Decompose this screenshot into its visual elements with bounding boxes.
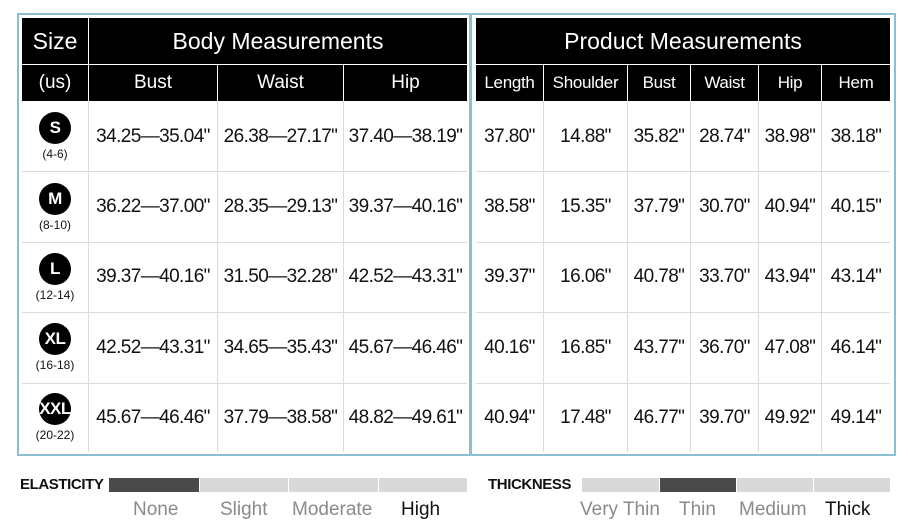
body-measurement-cell: 31.50—32.28" bbox=[218, 242, 344, 314]
size-badge: XXL bbox=[39, 393, 71, 426]
product-measurement-cell: 46.14" bbox=[822, 313, 890, 384]
body-measurement-cell: 34.25—35.04" bbox=[89, 102, 218, 173]
body-measurement-cell: 42.52—43.31" bbox=[89, 313, 218, 384]
product-measurement-cell: 16.06" bbox=[544, 242, 628, 314]
product-measurement-cell: 40.94" bbox=[476, 383, 544, 452]
thickness-segment bbox=[813, 478, 890, 492]
size-range: (12-14) bbox=[35, 287, 75, 302]
product-measurement-cell: 49.92" bbox=[759, 383, 822, 452]
body-measurement-cell: 36.22—37.00" bbox=[89, 172, 218, 243]
size-range: (4-6) bbox=[42, 147, 68, 162]
product-measurement-cell: 28.74" bbox=[691, 102, 759, 173]
product-measurement-cell: 46.77" bbox=[628, 383, 691, 452]
product-measurements-table: Product Measurements Length Shoulder Bus… bbox=[470, 13, 896, 456]
size-range: (16-18) bbox=[35, 358, 75, 373]
product-measurement-cell: 43.77" bbox=[628, 313, 691, 384]
thickness-level-label: Thick bbox=[825, 499, 871, 520]
thickness-level-label: Thin bbox=[679, 499, 716, 520]
product-measurement-cell: 47.08" bbox=[759, 313, 822, 384]
product-measurement-cell: 38.58" bbox=[476, 172, 544, 243]
product-measurement-cell: 37.79" bbox=[628, 172, 691, 243]
size-header: Size bbox=[22, 18, 88, 64]
body-measurement-cell: 39.37—40.16" bbox=[344, 172, 467, 243]
size-badge: XL bbox=[39, 323, 71, 356]
product-col-length: Length bbox=[476, 65, 543, 101]
size-cell: S (4-6) bbox=[22, 102, 89, 173]
thickness-level-label: Very Thin bbox=[580, 499, 660, 520]
product-measurement-cell: 40.16" bbox=[476, 313, 544, 384]
elasticity-level-label: Moderate bbox=[292, 499, 373, 520]
product-measurement-cell: 43.94" bbox=[759, 242, 822, 314]
product-measurement-cell: 37.80" bbox=[476, 102, 544, 173]
size-range: (8-10) bbox=[38, 217, 71, 232]
body-measurement-cell: 45.67—46.46" bbox=[344, 313, 467, 384]
size-cell: M (8-10) bbox=[22, 172, 89, 243]
product-measurement-cell: 38.98" bbox=[759, 102, 822, 173]
thickness-segment bbox=[736, 478, 813, 492]
product-measurement-cell: 33.70" bbox=[691, 242, 759, 314]
size-range: (20-22) bbox=[35, 428, 75, 443]
product-measurement-cell: 15.35" bbox=[544, 172, 628, 243]
product-measurement-cell: 40.94" bbox=[759, 172, 822, 243]
product-measurement-cell: 35.82" bbox=[628, 102, 691, 173]
elasticity-segment bbox=[288, 478, 378, 492]
elasticity-title: ELASTICITY bbox=[20, 476, 104, 493]
elasticity-segment bbox=[198, 478, 288, 492]
thickness-title: THICKNESS bbox=[488, 476, 572, 493]
body-measurements-table: Size Body Measurements (us) Bust Waist H… bbox=[17, 13, 471, 456]
thickness-level-label: Medium bbox=[739, 499, 807, 520]
product-col-shoulder: Shoulder bbox=[544, 65, 627, 101]
size-badge: M bbox=[39, 182, 71, 215]
body-measurements-title: Body Measurements bbox=[89, 18, 467, 64]
elasticity-segment bbox=[377, 478, 467, 492]
product-measurement-cell: 49.14" bbox=[830, 406, 882, 428]
body-col-waist: Waist bbox=[218, 65, 343, 101]
size-cell: L (12-14) bbox=[22, 242, 89, 314]
product-col-bust: Bust bbox=[628, 65, 690, 101]
product-measurement-cell: 36.70" bbox=[691, 313, 759, 384]
body-measurement-cell: 42.52—43.31" bbox=[344, 243, 467, 314]
elasticity-level-label: High bbox=[401, 499, 441, 520]
body-measurement-cell: 28.35—29.13" bbox=[218, 172, 344, 243]
product-measurement-cell: 16.85" bbox=[544, 313, 628, 384]
product-measurements-title: Product Measurements bbox=[476, 18, 890, 64]
body-col-bust: Bust bbox=[89, 65, 217, 101]
size-badge: L bbox=[39, 252, 71, 285]
product-measurement-cell: 30.70" bbox=[691, 172, 759, 243]
body-measurement-cell: 34.65—35.43" bbox=[218, 313, 344, 384]
body-measurement-cell: 48.82—49.61" bbox=[348, 406, 463, 428]
product-col-waist: Waist bbox=[691, 65, 758, 101]
thickness-segment bbox=[582, 478, 659, 492]
product-col-hip: Hip bbox=[759, 65, 821, 101]
body-measurement-cell: 26.38—27.17" bbox=[218, 102, 344, 173]
size-badge: S bbox=[39, 112, 71, 145]
size-cell: XL (16-18) bbox=[22, 313, 89, 384]
body-measurement-cell: 37.79—38.58" bbox=[218, 383, 344, 452]
product-measurement-cell: 40.15" bbox=[822, 172, 890, 243]
product-col-hem: Hem bbox=[822, 65, 890, 101]
body-measurement-cell: 39.37—40.16" bbox=[89, 242, 218, 314]
product-measurement-cell: 43.14" bbox=[822, 243, 890, 314]
product-measurement-cell: 40.78" bbox=[628, 242, 691, 314]
elasticity-segment bbox=[109, 478, 199, 492]
size-cell: XXL (20-22) bbox=[22, 383, 89, 452]
product-measurement-cell: 39.37" bbox=[476, 242, 544, 314]
body-measurement-cell: 45.67—46.46" bbox=[89, 383, 218, 452]
product-measurement-cell: 17.48" bbox=[544, 383, 628, 452]
body-col-hip: Hip bbox=[344, 65, 467, 101]
product-measurement-cell: 38.18" bbox=[822, 102, 890, 173]
body-measurement-cell: 37.40—38.19" bbox=[344, 102, 467, 173]
product-measurement-cell: 14.88" bbox=[544, 102, 628, 173]
thickness-segment bbox=[659, 478, 736, 492]
elasticity-level-label: None bbox=[133, 499, 179, 520]
product-measurement-cell: 39.70" bbox=[691, 383, 759, 452]
elasticity-level-label: Slight bbox=[220, 499, 268, 520]
size-unit: (us) bbox=[22, 65, 88, 101]
